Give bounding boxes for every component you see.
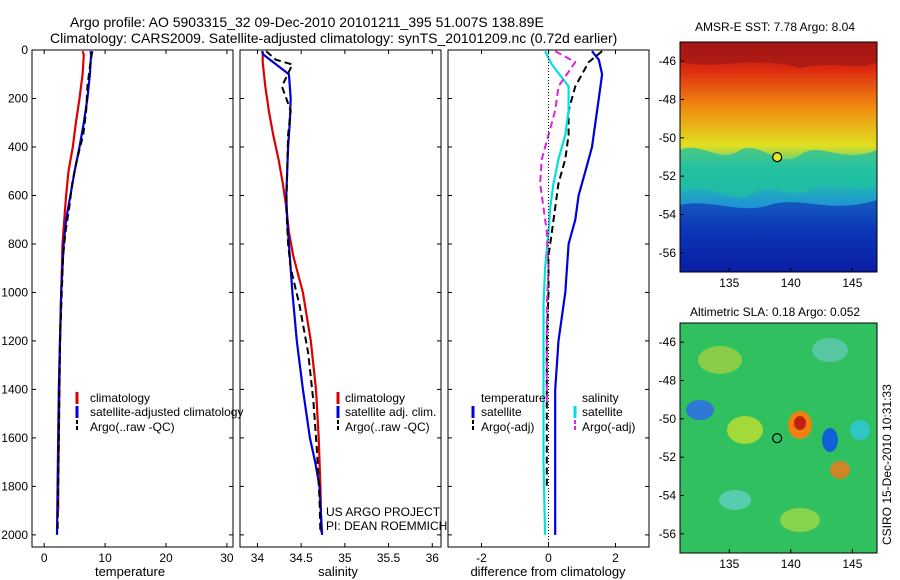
y-tick-label: -48 bbox=[659, 93, 677, 107]
x-tick-label: 35.5 bbox=[377, 551, 401, 565]
x-tick-label: 35 bbox=[338, 551, 352, 565]
legend-label: satellite adj. clim. bbox=[345, 405, 436, 419]
x-tick-label: 34 bbox=[251, 551, 265, 565]
temperature-axis-label: temperature bbox=[95, 564, 165, 579]
y-tick-label: -54 bbox=[659, 489, 677, 503]
x-tick-label: 135 bbox=[719, 557, 739, 571]
pi-credit: PI: DEAN ROEMMICH bbox=[326, 519, 447, 533]
argo-location-marker bbox=[772, 152, 783, 163]
salinity-panel-frame bbox=[239, 49, 442, 548]
salinity-series-group bbox=[260, 50, 324, 535]
sla-anomaly bbox=[822, 428, 838, 452]
legend-label: Argo(-adj) bbox=[481, 420, 534, 434]
x-tick-label: 0 bbox=[41, 551, 48, 565]
figure-title: Argo profile: AO 5903315_32 09-Dec-2010 … bbox=[70, 14, 544, 30]
y-tick-label: -56 bbox=[659, 527, 677, 541]
y-tick-label: 1000 bbox=[1, 285, 28, 299]
y-tick-label: 1200 bbox=[1, 334, 28, 348]
series-line-salinity-satellite bbox=[542, 50, 570, 535]
legend-label: climatology bbox=[90, 391, 150, 405]
argo-location-marker bbox=[772, 433, 783, 444]
salinity-axis-label: salinity bbox=[318, 564, 358, 579]
x-tick-label: 135 bbox=[719, 276, 739, 290]
y-tick-label: -50 bbox=[659, 131, 677, 145]
sla-anomaly bbox=[830, 461, 850, 479]
difference-axis-label: difference from climatology bbox=[470, 564, 626, 579]
sla-anomaly bbox=[812, 338, 848, 362]
legend-label: satellite-adjusted climatology bbox=[90, 405, 243, 419]
x-tick-label: 10 bbox=[98, 551, 112, 565]
y-tick-label: 200 bbox=[8, 91, 28, 105]
y-tick-label: 800 bbox=[8, 237, 28, 251]
legend-header-salinity: salinity bbox=[582, 391, 619, 405]
temperature-panel-frame bbox=[31, 49, 234, 548]
temperature-legend: climatology satellite-adjusted climatolo… bbox=[75, 391, 243, 434]
legend-label: satellite bbox=[582, 405, 623, 419]
temperature-series-group bbox=[55, 50, 94, 535]
difference-series-group bbox=[539, 50, 604, 535]
y-tick-label: -56 bbox=[659, 246, 677, 260]
series-line-argo-raw-qc- bbox=[56, 51, 94, 533]
figure-subtitle: Climatology: CARS2009. Satellite-adjuste… bbox=[50, 30, 617, 46]
sst-map-frame bbox=[679, 41, 878, 273]
difference-legend: temperature salinity satellite Argo(-adj… bbox=[471, 391, 635, 434]
legend-label: Argo(-adj) bbox=[582, 420, 635, 434]
legend-label: climatology bbox=[345, 391, 405, 405]
x-tick-label: 30 bbox=[220, 551, 234, 565]
y-tick-label: 1400 bbox=[1, 382, 28, 396]
sla-map bbox=[679, 322, 878, 554]
sst-front-band bbox=[680, 147, 877, 198]
sst-map-title: AMSR-E SST: 7.78 Argo: 8.04 bbox=[695, 20, 855, 34]
x-tick-label: 140 bbox=[781, 276, 801, 290]
y-tick-label: -52 bbox=[659, 450, 677, 464]
legend-label: satellite bbox=[481, 405, 522, 419]
y-tick-label: -46 bbox=[659, 54, 677, 68]
x-tick-label: 34.5 bbox=[289, 551, 313, 565]
y-tick-label: -48 bbox=[659, 374, 677, 388]
y-tick-label: 1600 bbox=[1, 431, 28, 445]
project-credit: US ARGO PROJECT bbox=[326, 505, 441, 519]
y-tick-label: 1800 bbox=[1, 479, 28, 493]
x-tick-label: 0 bbox=[545, 551, 552, 565]
y-tick-label: -50 bbox=[659, 412, 677, 426]
sst-warm-patch bbox=[680, 42, 877, 68]
y-tick-label: -46 bbox=[659, 335, 677, 349]
sla-map-title: Altimetric SLA: 0.18 Argo: 0.052 bbox=[690, 305, 860, 319]
sst-cold-patch bbox=[680, 200, 877, 272]
sst-map-axes: 135 140 145 -46 -48 -50 -52 -54 -56 bbox=[659, 54, 863, 290]
csiro-timestamp: CSIRO 15-Dec-2010 10:31:33 bbox=[880, 384, 894, 545]
series-line-argo-raw-qc- bbox=[265, 50, 322, 533]
y-tick-label: 2000 bbox=[1, 528, 28, 542]
sla-anomaly bbox=[686, 400, 714, 420]
y-tick-label: 400 bbox=[8, 140, 28, 154]
salinity-legend: climatology satellite adj. clim. Argo(..… bbox=[336, 391, 436, 434]
x-tick-label: 140 bbox=[781, 557, 801, 571]
sla-map-frame bbox=[679, 322, 878, 554]
x-tick-label: 145 bbox=[842, 557, 862, 571]
sla-anomaly bbox=[794, 416, 806, 430]
x-tick-label: 36 bbox=[426, 551, 440, 565]
x-tick-label: 20 bbox=[159, 551, 173, 565]
legend-label: Argo(..raw -QC) bbox=[90, 420, 175, 434]
y-tick-label: -54 bbox=[659, 208, 677, 222]
x-tick-label: 2 bbox=[612, 551, 619, 565]
y-tick-label: -52 bbox=[659, 169, 677, 183]
sla-anomaly bbox=[719, 490, 751, 510]
x-tick-label: -2 bbox=[476, 551, 487, 565]
sla-map-axes: 135 140 145 -46 -48 -50 -52 -54 -56 bbox=[659, 335, 863, 571]
sla-anomaly bbox=[727, 416, 763, 444]
legend-header-temperature: temperature bbox=[481, 391, 546, 405]
legend-label: Argo(..raw -QC) bbox=[345, 420, 430, 434]
sst-map bbox=[679, 41, 878, 273]
sla-anomaly bbox=[698, 346, 742, 374]
y-tick-label: 600 bbox=[8, 188, 28, 202]
sla-anomaly bbox=[780, 508, 820, 532]
series-layer bbox=[55, 50, 604, 535]
series-line-temperature-satellite bbox=[554, 50, 604, 535]
x-tick-label: 145 bbox=[842, 276, 862, 290]
y-tick-label: 0 bbox=[21, 43, 28, 57]
sla-anomaly bbox=[850, 420, 870, 440]
